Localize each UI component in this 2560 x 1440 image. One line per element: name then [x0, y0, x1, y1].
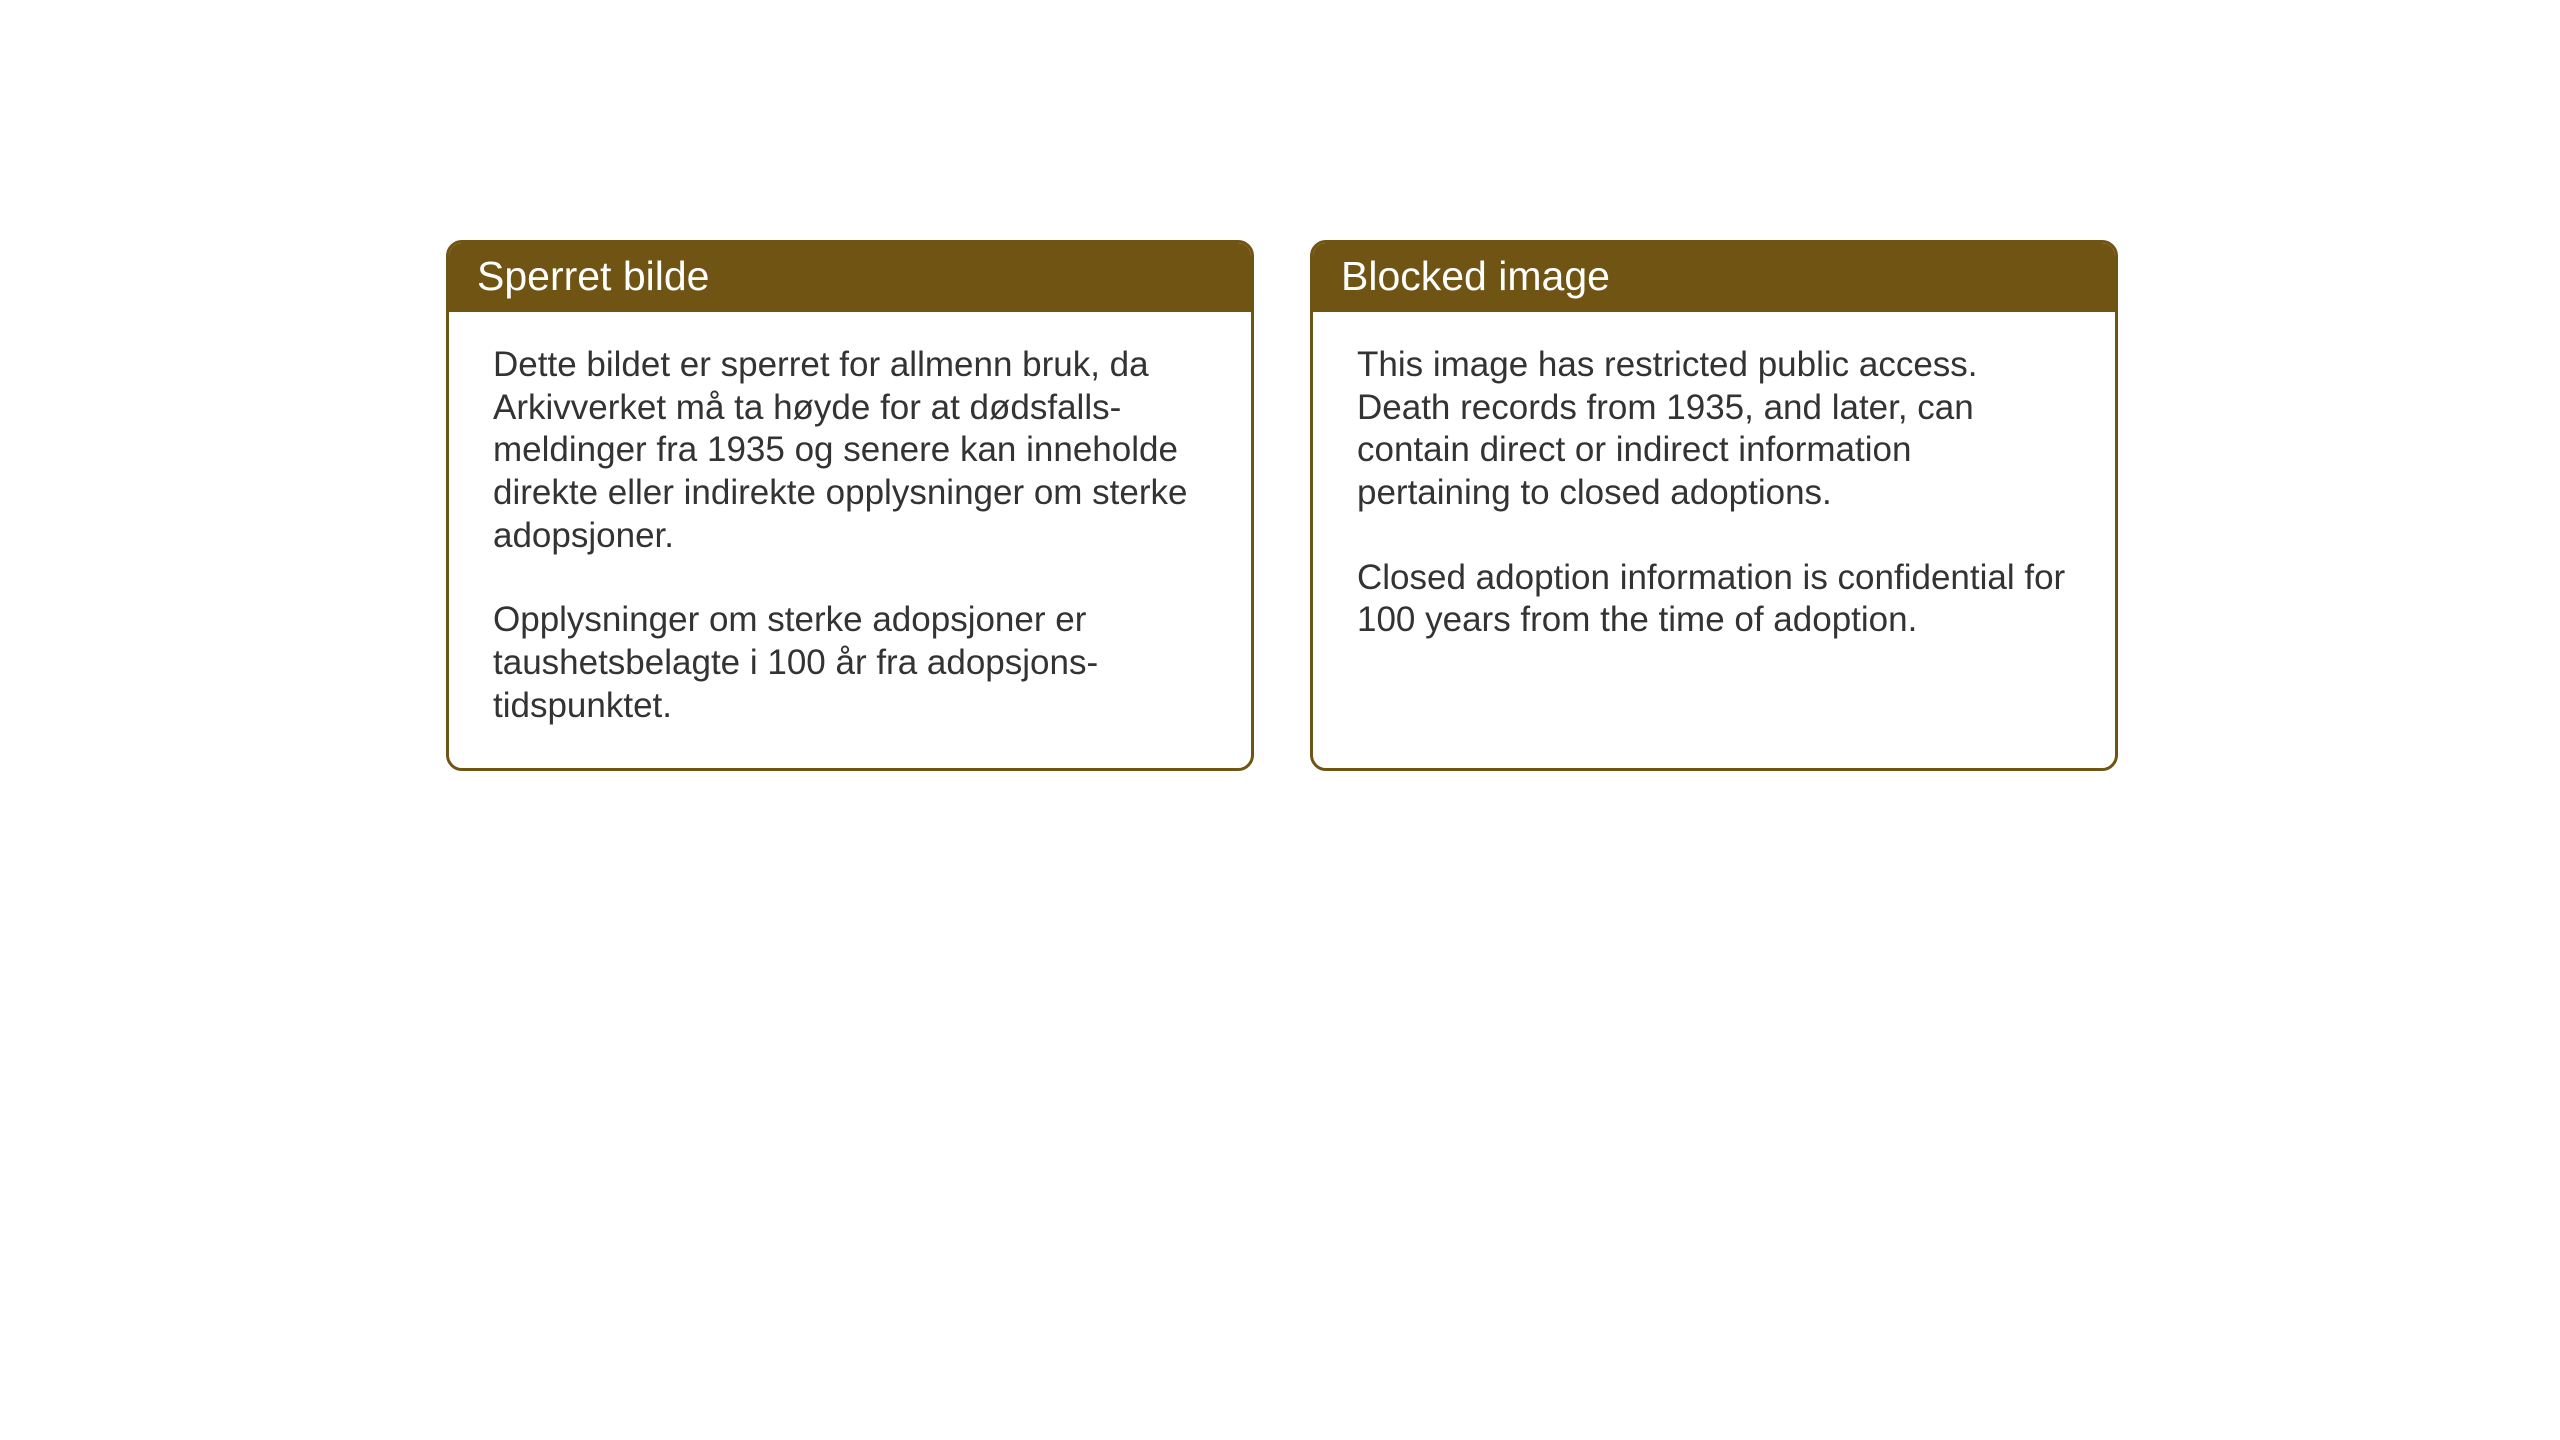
norwegian-paragraph-1: Dette bildet er sperret for allmenn bruk… — [493, 344, 1207, 557]
norwegian-notice-card: Sperret bilde Dette bildet er sperret fo… — [446, 240, 1254, 771]
english-card-title: Blocked image — [1313, 243, 2115, 312]
norwegian-card-body: Dette bildet er sperret for allmenn bruk… — [449, 312, 1251, 768]
norwegian-paragraph-2: Opplysninger om sterke adopsjoner er tau… — [493, 599, 1207, 727]
english-card-body: This image has restricted public access.… — [1313, 312, 2115, 682]
norwegian-card-title: Sperret bilde — [449, 243, 1251, 312]
cards-container: Sperret bilde Dette bildet er sperret fo… — [0, 0, 2560, 771]
english-notice-card: Blocked image This image has restricted … — [1310, 240, 2118, 771]
english-paragraph-1: This image has restricted public access.… — [1357, 344, 2071, 515]
english-paragraph-2: Closed adoption information is confident… — [1357, 557, 2071, 642]
